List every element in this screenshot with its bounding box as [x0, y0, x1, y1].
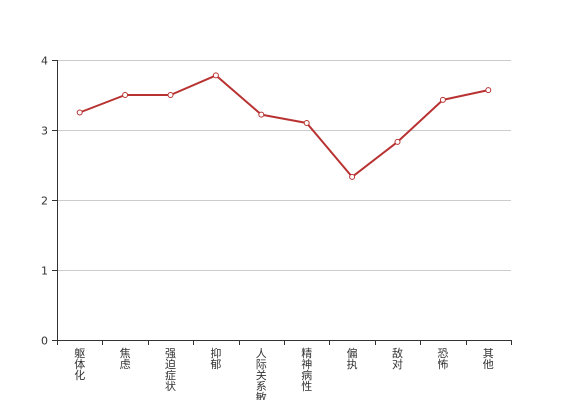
y-tick-label: 4 — [41, 55, 48, 68]
x-tick-label: 人际关系敏感 — [256, 347, 267, 400]
y-tick-label: 3 — [41, 125, 48, 138]
x-tick-label: 偏执 — [347, 346, 358, 371]
x-tick-label: 抑郁 — [210, 346, 221, 371]
x-tick-label: 焦虑 — [120, 347, 131, 371]
y-tick-label: 0 — [41, 335, 48, 348]
y-tick-label: 1 — [41, 265, 48, 278]
data-point — [303, 120, 310, 126]
x-tick-label: 躯体化 — [74, 347, 85, 382]
x-tick-label: 恐怖 — [437, 347, 448, 371]
x-tick-label: 精神病性 — [301, 347, 312, 393]
series-layer — [76, 72, 492, 180]
data-point — [349, 173, 356, 180]
y-axis: 0 1 2 3 4 — [41, 55, 58, 348]
x-tick-label: 强迫症状 — [165, 347, 176, 393]
data-point — [76, 109, 83, 116]
data-point — [485, 87, 492, 94]
data-point — [212, 72, 219, 79]
data-point — [258, 111, 265, 118]
grid-lines — [57, 60, 511, 271]
x-axis: 躯体化 焦虑 强迫症状 抑郁 人际关系敏感 精神病性 偏执 敌对 恐怖 其他 — [57, 340, 512, 400]
data-point — [394, 138, 401, 145]
data-point — [167, 92, 174, 98]
x-tick-label: 其他 — [483, 347, 494, 371]
data-point — [122, 92, 129, 98]
data-point — [439, 96, 446, 103]
series-line — [79, 74, 489, 178]
x-tick-label: 敌对 — [392, 346, 403, 371]
y-tick-label: 2 — [41, 195, 48, 208]
